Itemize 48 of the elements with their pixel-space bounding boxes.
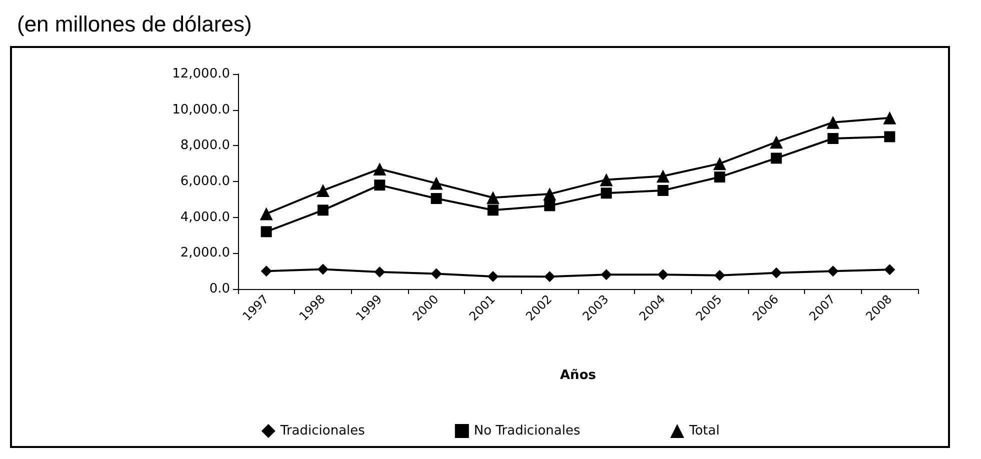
legend-label: Total: [688, 424, 720, 438]
point: [658, 269, 668, 280]
point: [828, 133, 838, 144]
point: [430, 268, 442, 280]
point: [600, 269, 612, 280]
point: [600, 173, 613, 186]
y-tick-label: 2,000.0: [180, 246, 230, 261]
point: [884, 264, 896, 276]
point: [374, 266, 386, 278]
point: [544, 200, 556, 212]
point: [714, 172, 726, 183]
point: [486, 191, 500, 204]
point: [828, 266, 838, 277]
point: [260, 266, 272, 277]
point: [770, 152, 782, 164]
point: [600, 188, 612, 199]
point: [318, 204, 328, 216]
point: [826, 116, 840, 129]
x-axis-title: Años: [560, 368, 596, 383]
legend-label: No Tradicionales: [474, 424, 580, 438]
point: [544, 271, 556, 282]
point: [543, 188, 556, 201]
legend-label: Tradicionales: [279, 424, 366, 438]
y-tick-label: 12,000.0: [172, 66, 230, 82]
point: [374, 180, 386, 191]
y-tick-label: 6,000.0: [180, 174, 230, 189]
point: [884, 131, 896, 142]
point: [488, 270, 498, 282]
point: [714, 270, 726, 281]
point: [770, 267, 782, 278]
y-tick-label: 4,000.0: [180, 210, 230, 225]
point: [430, 193, 442, 204]
point: [656, 170, 670, 183]
point: [373, 162, 386, 176]
point: [713, 157, 726, 170]
point: [883, 111, 896, 124]
point: [430, 176, 443, 190]
point: [260, 207, 273, 220]
point: [316, 184, 330, 197]
y-tick-label: 0.0: [209, 282, 230, 296]
point: [318, 264, 328, 275]
chart-title: (en millones de dólares): [17, 12, 252, 36]
y-tick-label: 8,000.0: [180, 138, 230, 154]
point: [488, 204, 498, 216]
y-tick-label: 10,000.0: [172, 102, 230, 118]
point: [260, 226, 272, 238]
point: [770, 136, 783, 149]
point: [658, 184, 668, 196]
